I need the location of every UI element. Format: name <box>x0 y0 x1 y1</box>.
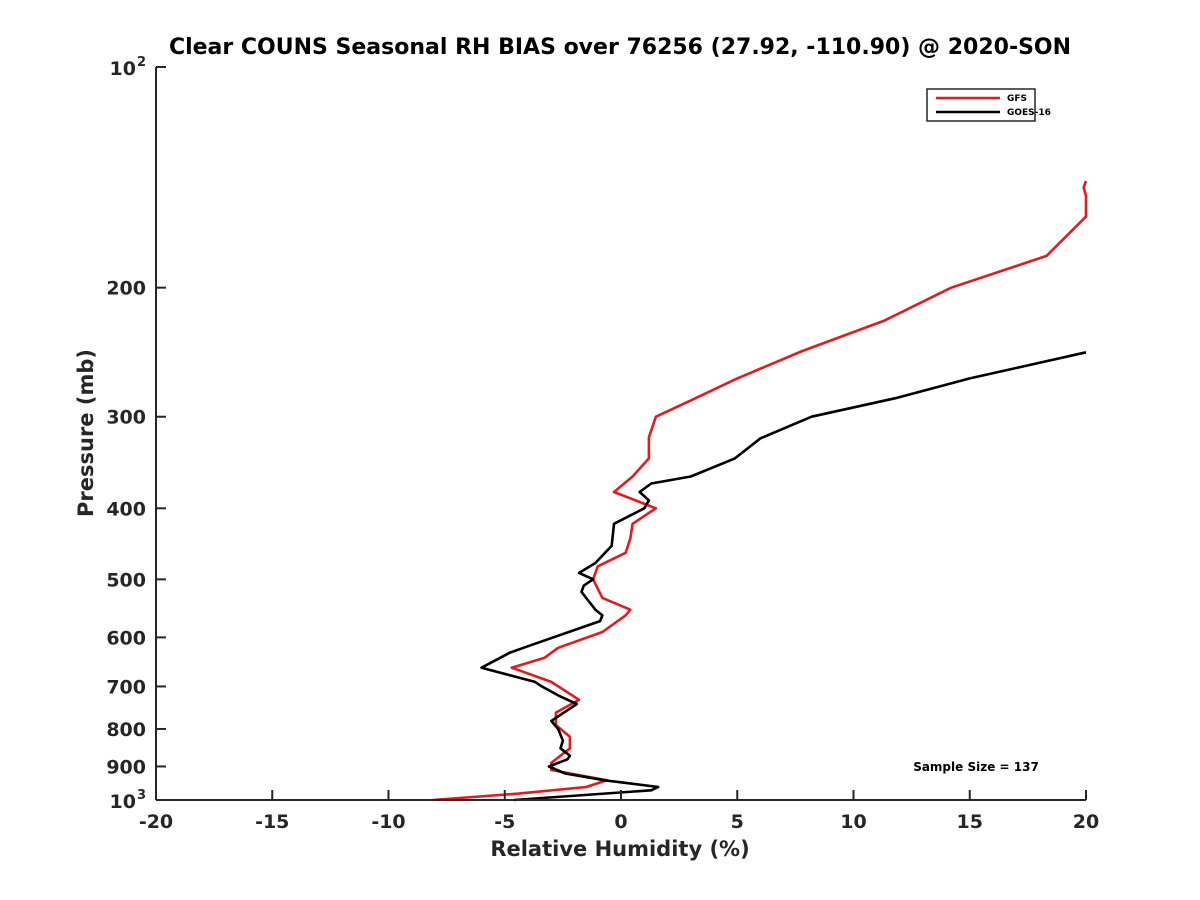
legend-label-goes-16: GOES-16 <box>1007 108 1051 118</box>
series-layer <box>432 180 1088 802</box>
x-tick-label: -10 <box>371 811 405 833</box>
x-axis-label: Relative Humidity (%) <box>490 837 749 861</box>
x-tick-label: 10 <box>840 811 866 833</box>
x-tick-label: 0 <box>614 811 627 833</box>
y-tick-label: 600 <box>106 627 146 649</box>
x-tick-label: 20 <box>1073 811 1099 833</box>
legend-box <box>926 88 1036 122</box>
y-tick-label-exponent: 3 <box>137 788 146 803</box>
y-tick-label: 800 <box>106 719 146 741</box>
x-tick-label: -5 <box>494 811 515 833</box>
legend-label-gfs: GFS <box>1007 94 1027 104</box>
x-tick-label: -20 <box>139 811 173 833</box>
y-tick-label: 500 <box>106 569 146 591</box>
y-tick-label: 10 <box>110 58 136 80</box>
series-line-gfs <box>432 180 1088 802</box>
series-line-goes-16 <box>480 351 1087 802</box>
legend: GFS GOES-16 <box>926 88 1051 122</box>
x-tick-label: -15 <box>255 811 289 833</box>
y-tick-label: 400 <box>106 498 146 520</box>
y-tick-label-exponent: 2 <box>137 55 146 70</box>
sample-size-annotation: Sample Size = 137 <box>913 760 1039 774</box>
x-tick-label: 15 <box>957 811 983 833</box>
y-tick-label: 200 <box>106 278 146 300</box>
y-tick-label: 10 <box>110 791 136 813</box>
x-tick-label: 5 <box>731 811 744 833</box>
y-tick-label: 300 <box>106 407 146 429</box>
chart-title: Clear COUNS Seasonal RH BIAS over 76256 … <box>169 35 1071 60</box>
y-axis-label: Pressure (mb) <box>74 349 98 517</box>
y-tick-label: 900 <box>106 756 146 778</box>
y-tick-label: 700 <box>106 676 146 698</box>
